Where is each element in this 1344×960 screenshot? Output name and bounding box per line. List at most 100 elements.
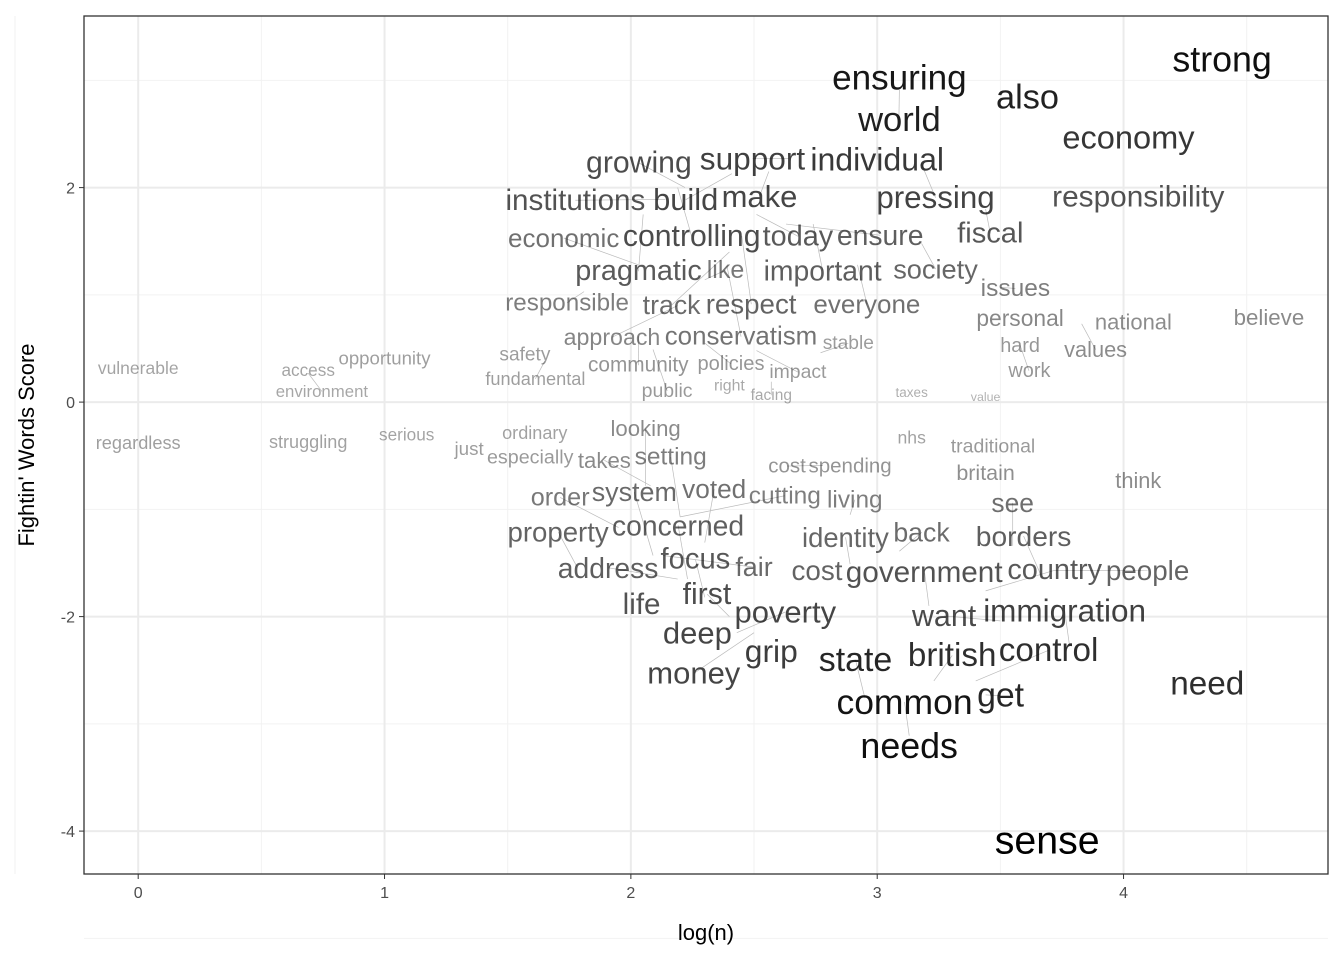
leader-line: [921, 243, 936, 270]
leader-line: [608, 567, 678, 580]
word-label: cost: [768, 455, 806, 478]
word-label: money: [647, 656, 741, 691]
leader-line: [604, 460, 651, 487]
leader-line: [560, 497, 619, 528]
plot-panel-border: [83, 15, 1329, 875]
word-label: today: [763, 220, 834, 252]
word-label: looking: [610, 416, 680, 441]
word-label: important: [764, 254, 882, 286]
word-label: voted: [682, 474, 746, 504]
leader-line: [857, 264, 868, 305]
word-label: respect: [706, 289, 797, 320]
leader-line: [685, 173, 733, 200]
word-label: setting: [635, 444, 707, 471]
leader-line: [706, 594, 730, 617]
leader-line: [855, 659, 866, 699]
word-label: also: [996, 79, 1059, 117]
word-label: like: [707, 256, 745, 284]
word-label: see: [991, 488, 1034, 518]
word-label: ensuring: [832, 58, 967, 97]
word-label: economic: [508, 223, 619, 253]
leader-line: [671, 251, 730, 306]
word-label: fiscal: [957, 218, 1023, 250]
word-label: stable: [823, 333, 874, 354]
leader-line: [563, 237, 639, 266]
word-label: borders: [976, 520, 1072, 552]
word-label: public: [642, 380, 693, 402]
leader-line: [575, 199, 666, 201]
word-label: spending: [808, 455, 891, 478]
word-label: right: [714, 378, 745, 395]
word-label: traditional: [951, 436, 1036, 458]
word-label: values: [1064, 337, 1127, 362]
word-label: issues: [981, 275, 1050, 302]
word-label: facing: [751, 387, 792, 404]
word-label: track: [643, 290, 701, 320]
word-label: cost: [792, 555, 843, 586]
word-label: ensure: [837, 219, 924, 251]
word-label: strong: [1172, 39, 1272, 79]
leader-line: [611, 305, 678, 338]
leader-line: [943, 615, 1001, 622]
leader-line: [704, 269, 726, 281]
word-label: want: [911, 599, 977, 633]
word-label: think: [1115, 468, 1161, 493]
leader-line: [1019, 345, 1030, 371]
word-label: pragmatic: [575, 255, 701, 287]
word-label: support: [700, 141, 806, 177]
word-label: everyone: [813, 289, 920, 319]
word-label: needs: [860, 726, 958, 766]
leader-line: [849, 499, 856, 515]
leader-line: [1064, 610, 1070, 645]
leader-line: [921, 163, 936, 198]
word-label: build: [653, 182, 718, 217]
word-label: country: [1007, 554, 1102, 586]
axis-ticks: 0 1 2 3 4 -4 -2 0 2: [61, 181, 1128, 902]
word-label: society: [893, 254, 978, 285]
word-label: conservatism: [665, 323, 818, 351]
leader-line: [638, 162, 686, 188]
word-label: growing: [586, 147, 692, 180]
word-label: institutions: [505, 184, 645, 217]
x-axis-label: log(n): [678, 920, 734, 945]
x-tick-label: 3: [873, 885, 882, 902]
word-label: control: [999, 632, 1099, 669]
word-label: impact: [769, 361, 827, 383]
word-label: deep: [663, 616, 732, 651]
word-label: sense: [995, 818, 1100, 862]
leader-line: [557, 531, 577, 567]
word-label: common: [836, 682, 972, 722]
word-label: nhs: [898, 428, 927, 448]
word-label: takes: [578, 448, 631, 473]
word-label: state: [819, 641, 892, 679]
x-tick-label: 4: [1119, 885, 1128, 902]
leader-line: [845, 537, 851, 565]
word-label: regardless: [96, 433, 181, 453]
word-label: identity: [802, 522, 889, 553]
word-label: access: [281, 360, 335, 380]
leader-line: [933, 655, 953, 682]
word-label: responsible: [505, 289, 629, 316]
leader-line: [756, 214, 799, 237]
word-label: opportunity: [339, 348, 432, 369]
word-label: concerned: [612, 509, 744, 541]
leader-line: [985, 208, 991, 234]
leader-line: [985, 569, 1056, 592]
word-label: government: [846, 556, 1004, 589]
word-label: national: [1095, 309, 1172, 334]
leader-line: [633, 491, 654, 556]
word-label: britain: [956, 461, 1015, 485]
word-label: life: [623, 588, 661, 621]
word-label: serious: [379, 424, 434, 444]
word-label: safety: [499, 345, 550, 366]
word-label: struggling: [269, 432, 347, 452]
word-label: grip: [745, 633, 798, 669]
y-tick-label: -2: [61, 610, 75, 627]
word-label: hard: [1000, 335, 1040, 357]
word-label: economy: [1062, 119, 1195, 156]
word-label: need: [1170, 666, 1244, 703]
leader-line: [652, 349, 668, 392]
word-label: british: [908, 637, 997, 674]
